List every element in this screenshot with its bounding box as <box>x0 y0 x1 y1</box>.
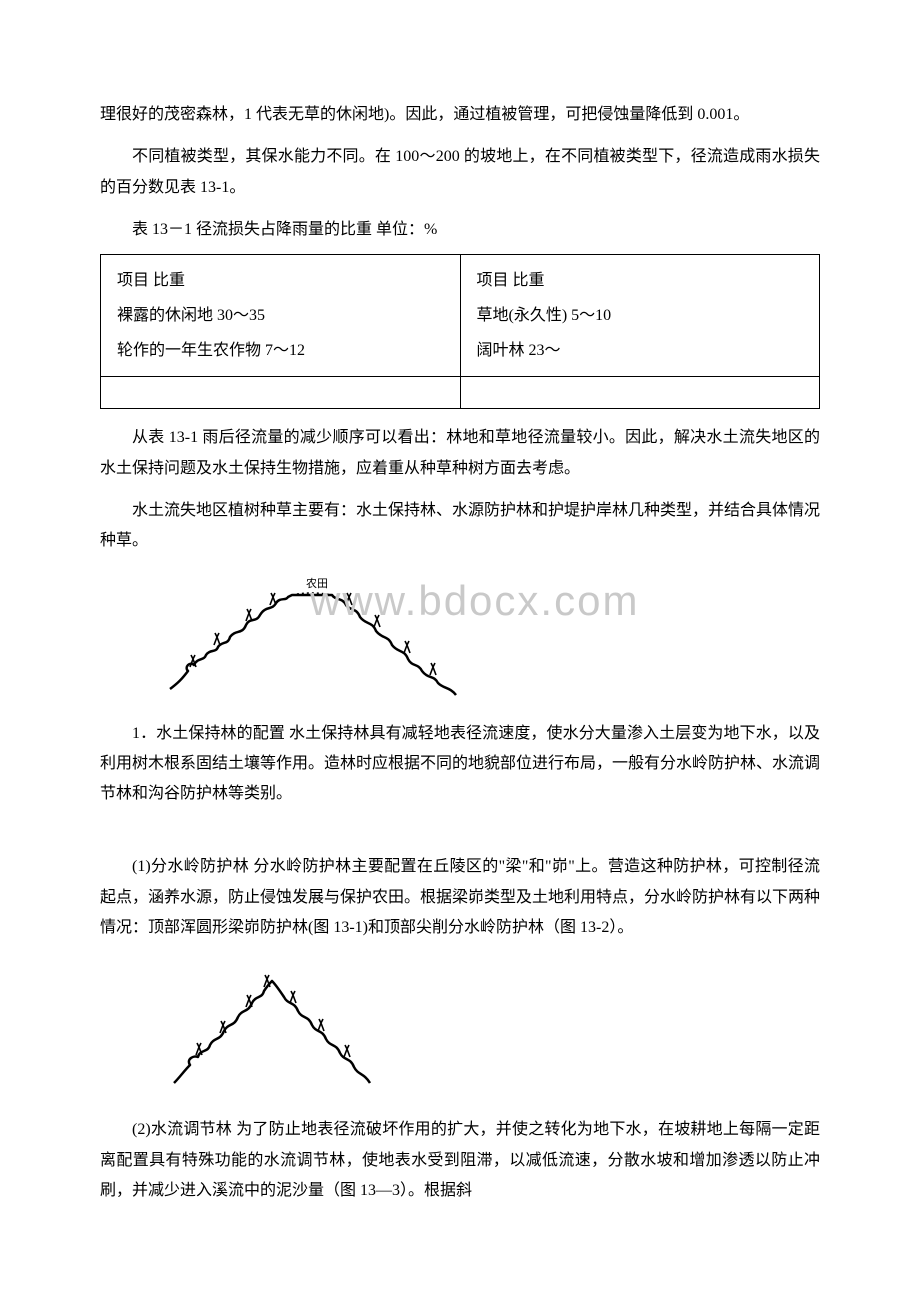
ridge-diagram-icon <box>160 957 380 1097</box>
table-cell: 项目 比重 草地(永久性) 5～10 阔叶林 23～ <box>460 254 820 377</box>
intro-paragraph-1: 理很好的茂密森林，1 代表无草的休闲地)。因此，通过植被管理，可把侵蚀量降低到 … <box>100 100 820 130</box>
table-cell-empty <box>460 377 820 409</box>
intro-paragraph-2: 不同植被类型，其保水能力不同。在 100～200 的坡地上，在不同植被类型下，径… <box>100 142 820 203</box>
table-cell-empty <box>101 377 461 409</box>
figure-1: www.bdocx.com 农田 <box>160 571 820 701</box>
table-row: 裸露的休闲地 30～35 <box>117 298 444 333</box>
runoff-table: 项目 比重 裸露的休闲地 30～35 轮作的一年生农作物 7～12 项目 比重 … <box>100 254 820 410</box>
table-row: 草地(永久性) 5～10 <box>477 298 804 333</box>
table-caption: 表 13－1 径流损失占降雨量的比重 单位：% <box>100 215 820 245</box>
watermark-text: www.bdocx.com <box>310 561 639 641</box>
table-cell: 项目 比重 裸露的休闲地 30～35 轮作的一年生农作物 7～12 <box>101 254 461 377</box>
section-1-1: (1)分水岭防护林 分水岭防护林主要配置在丘陵区的"梁"和"峁"上。营造这种防护… <box>100 852 820 943</box>
table-row: 轮作的一年生农作物 7～12 <box>117 333 444 368</box>
table-right-header: 项目 比重 <box>477 263 804 298</box>
table-row: 阔叶林 23～ <box>477 333 804 368</box>
section-1-2: (2)水流调节林 为了防止地表径流破坏作用的扩大，并使之转化为地下水，在坡耕地上… <box>100 1115 820 1206</box>
section-1: 1．水土保持林的配置 水土保持林具有减轻地表径流速度，使水分大量渗入土层变为地下… <box>100 719 820 810</box>
figure-2 <box>160 957 820 1097</box>
table-left-header: 项目 比重 <box>117 263 444 298</box>
after-table-paragraph-2: 水土流失地区植树种草主要有：水土保持林、水源防护林和护堤护岸林几种类型，并结合具… <box>100 496 820 557</box>
after-table-paragraph-1: 从表 13-1 雨后径流量的减少顺序可以看出：林地和草地径流量较小。因此，解决水… <box>100 423 820 484</box>
